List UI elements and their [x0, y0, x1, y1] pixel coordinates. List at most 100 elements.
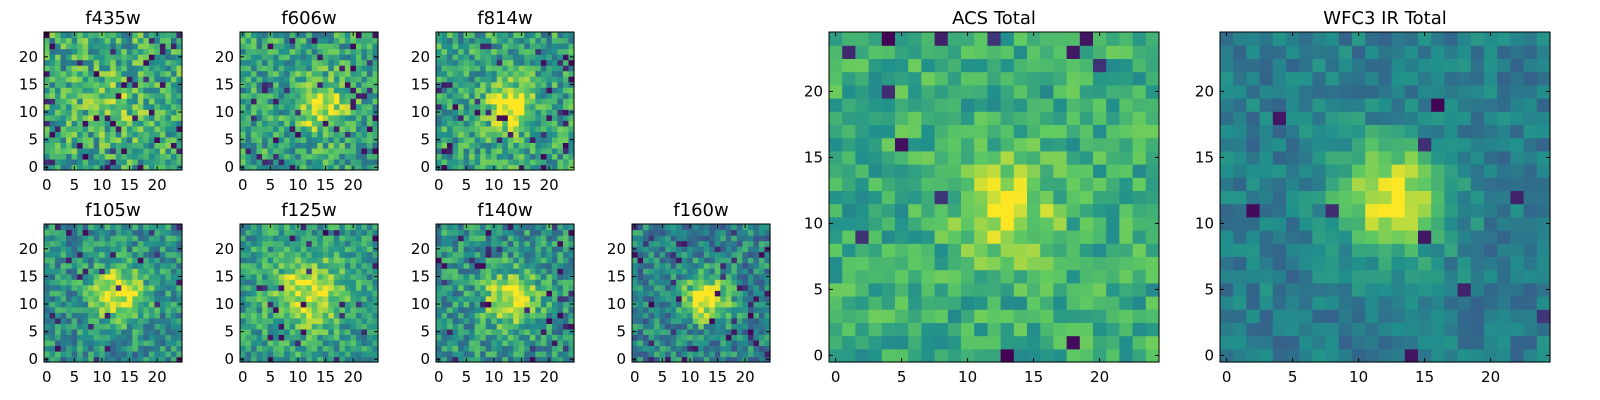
heatmap-cell — [121, 345, 128, 352]
heatmap-cell — [273, 153, 280, 160]
heatmap-cell — [256, 114, 263, 121]
heatmap-cell — [333, 240, 340, 247]
heatmap-cell — [676, 323, 683, 330]
heatmap-cell — [284, 301, 291, 308]
heatmap-cell — [55, 279, 62, 286]
heatmap-cell — [731, 284, 738, 291]
heatmap-cell — [540, 153, 547, 160]
heatmap-cell — [709, 356, 716, 363]
heatmap-cell — [1093, 230, 1107, 244]
heatmap-cell — [1145, 177, 1160, 191]
heatmap-cell — [71, 334, 78, 341]
heatmap-cell — [55, 257, 62, 264]
heatmap-cell — [758, 246, 766, 253]
heatmap-cell — [529, 323, 536, 330]
heatmap-cell — [251, 345, 258, 352]
heatmap-cell — [295, 158, 302, 166]
heatmap-cell — [491, 125, 498, 132]
heatmap-cell — [339, 235, 346, 242]
heatmap-cell — [328, 109, 335, 116]
heatmap-cell — [447, 87, 454, 94]
heatmap-cell — [143, 32, 150, 39]
heatmap-cell — [441, 76, 448, 83]
heatmap-cell — [540, 334, 547, 341]
heatmap-cell — [328, 153, 335, 160]
heatmap-cell — [170, 301, 178, 308]
heatmap-cell — [82, 164, 89, 171]
heatmap-cell — [518, 125, 525, 132]
heatmap-cell — [55, 114, 62, 121]
heatmap-cell — [947, 335, 962, 350]
heatmap-cell — [82, 323, 89, 330]
heatmap-cell — [366, 273, 374, 280]
heatmap-cell — [333, 323, 340, 330]
heatmap-cell — [148, 87, 155, 94]
heatmap-cell — [77, 98, 84, 105]
heatmap-cell — [143, 317, 150, 324]
heatmap-cell — [66, 32, 73, 39]
heatmap-cell — [267, 114, 274, 121]
heatmap-cell — [284, 92, 291, 99]
heatmap-cell — [344, 136, 351, 143]
heatmap-cell — [436, 142, 443, 149]
heatmap-cell — [165, 328, 172, 335]
heatmap-cell — [1040, 296, 1054, 310]
heatmap-cell — [518, 76, 525, 83]
heatmap-cell — [855, 322, 870, 337]
heatmap-cell — [82, 273, 89, 280]
heatmap-cell — [474, 92, 481, 99]
heatmap-cell — [306, 295, 313, 302]
heatmap-cell — [121, 37, 128, 44]
heatmap-cell — [137, 98, 144, 105]
heatmap-cell — [720, 268, 727, 275]
panel-title: f140w — [477, 200, 532, 221]
heatmap-cell — [289, 98, 296, 105]
heatmap-cell — [562, 59, 570, 66]
heatmap-cell — [1000, 243, 1015, 257]
heatmap-cell — [49, 290, 56, 297]
heatmap-cell — [256, 290, 263, 297]
heatmap-cell — [49, 147, 56, 155]
heatmap-cell — [758, 257, 766, 264]
heatmap-cell — [355, 87, 363, 94]
heatmap-cell — [557, 240, 564, 247]
heatmap-cell — [513, 240, 520, 247]
heatmap-cell — [637, 345, 644, 352]
heatmap-cell — [895, 177, 909, 191]
heatmap-cell — [278, 279, 285, 286]
heatmap-cell — [66, 114, 73, 121]
heatmap-cell — [868, 150, 883, 165]
heatmap-cell — [71, 98, 78, 105]
heatmap-cell — [339, 136, 346, 143]
heatmap-cell — [311, 65, 318, 72]
heatmap-cell — [245, 345, 252, 352]
heatmap-cell — [110, 224, 117, 231]
heatmap-cell — [245, 284, 252, 291]
heatmap-cell — [714, 306, 721, 313]
heatmap-cell — [295, 65, 302, 72]
heatmap-cell — [720, 246, 727, 253]
heatmap-cell — [137, 323, 144, 330]
heatmap-cell — [480, 350, 487, 358]
heatmap-cell — [60, 301, 67, 308]
heatmap-cell — [502, 70, 509, 77]
heatmap-cell — [463, 120, 470, 127]
heatmap-cell — [251, 142, 258, 149]
heatmap-cell — [262, 142, 269, 149]
heatmap-cell — [132, 136, 139, 143]
heatmap-cell — [121, 317, 128, 324]
heatmap-cell — [366, 306, 374, 313]
heatmap-cell — [742, 284, 749, 291]
heatmap-cell — [110, 32, 117, 39]
heatmap-cell — [1145, 269, 1160, 284]
heatmap-cell — [491, 136, 498, 143]
heatmap-cell — [502, 120, 509, 127]
heatmap-cell — [485, 81, 492, 88]
heatmap-cell — [350, 131, 357, 138]
heatmap-cell — [458, 279, 465, 286]
heatmap-cell — [687, 240, 694, 247]
heatmap-cell — [93, 312, 100, 319]
heatmap-cell — [137, 158, 144, 166]
heatmap-cell — [66, 103, 73, 110]
heatmap-cell — [55, 147, 62, 155]
